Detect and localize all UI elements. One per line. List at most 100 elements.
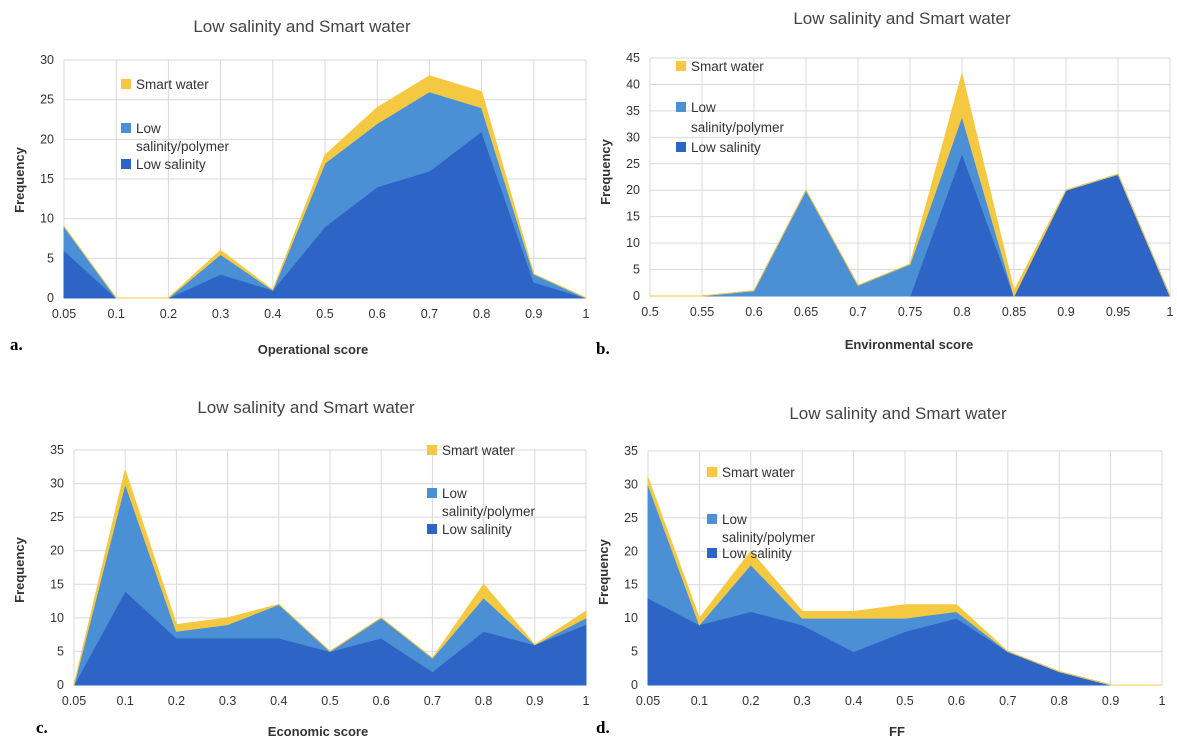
y-tick-label: 30: [624, 477, 638, 491]
legend-swatch-low-salinity: [676, 142, 686, 152]
y-tick-label: 30: [40, 53, 54, 67]
x-tick-label: 0.7: [849, 305, 866, 319]
chart-title: Low salinity and Smart water: [789, 404, 1007, 423]
y-tick-labels: 0 5 10 15 20 25 30: [40, 53, 54, 305]
area-series-smart-water: [647, 477, 1163, 686]
area-series-stack: [649, 73, 1171, 297]
legend-label-low-salinity: Low salinity: [722, 546, 792, 561]
x-tick-labels: 0.5 0.55 0.6 0.65 0.7 0.75 0.8 0.85 0.9 0.95 1: [641, 305, 1173, 319]
legend-swatch-smart-water: [676, 61, 686, 71]
x-tick-label: 0.3: [794, 694, 811, 708]
y-tick-label: 20: [50, 544, 64, 558]
y-tick-label: 0: [57, 678, 64, 692]
x-tick-label: 0.1: [117, 694, 134, 708]
y-tick-label: 15: [50, 577, 64, 591]
x-tick-label: 0.1: [108, 307, 125, 321]
x-tick-label: 0.9: [1057, 305, 1074, 319]
x-tick-label: 0.95: [1106, 305, 1130, 319]
legend-label-low-salinity-polymer-line1: Low: [722, 512, 747, 527]
x-tick-label: 0.6: [369, 307, 386, 321]
x-tick-label: 0.5: [316, 307, 333, 321]
chart-title: Low salinity and Smart water: [197, 398, 415, 417]
x-tick-label: 0.3: [212, 307, 229, 321]
y-axis-label: Frequency: [598, 138, 613, 205]
x-axis-label: Operational score: [258, 342, 369, 357]
legend-swatch-smart-water: [427, 445, 437, 455]
legend-label-low-salinity-polymer-line2: salinity/polymer: [442, 504, 536, 519]
x-tick-label: 0.5: [641, 305, 658, 319]
x-tick-labels: 0.05 0.1 0.2 0.3 0.4 0.5 0.6 0.7 0.8 0.9 1: [52, 307, 590, 321]
y-tick-label: 10: [50, 611, 64, 625]
legend: Smart water Low salinity/polymer Low sal…: [427, 443, 536, 537]
y-tick-label: 30: [626, 130, 640, 144]
x-tick-label: 0.5: [896, 694, 913, 708]
x-tick-label: 0.8: [1051, 694, 1068, 708]
x-tick-label: 0.55: [690, 305, 714, 319]
x-tick-label: 0.6: [745, 305, 762, 319]
legend-swatch-low-salinity: [121, 159, 131, 169]
y-tick-labels: 0 5 10 15 20 25 30 35 40 45: [626, 51, 640, 303]
x-tick-label: 0.85: [1002, 305, 1026, 319]
legend-label-low-salinity: Low salinity: [442, 522, 512, 537]
x-tick-label: 0.8: [473, 307, 490, 321]
x-tick-label: 1: [1159, 694, 1166, 708]
chart-panel-b: Low salinity and Smart water 0 5 10 15 20 25 3…: [596, 9, 1174, 358]
x-tick-label: 0.05: [636, 694, 660, 708]
x-tick-label: 0.05: [52, 307, 76, 321]
y-tick-label: 35: [624, 444, 638, 458]
x-tick-label: 0.2: [742, 694, 759, 708]
x-tick-label: 0.7: [424, 694, 441, 708]
area-series-smart-water: [73, 469, 587, 686]
y-tick-label: 5: [47, 251, 54, 265]
legend-swatch-low-salinity-polymer: [676, 102, 686, 112]
legend-swatch-low-salinity: [427, 524, 437, 534]
area-series-stack: [63, 75, 587, 299]
panel-letter: c.: [36, 718, 48, 737]
y-tick-label: 5: [631, 645, 638, 659]
x-tick-label: 0.4: [845, 694, 862, 708]
legend-swatch-low-salinity-polymer: [427, 488, 437, 498]
x-tick-label: 0.5: [321, 694, 338, 708]
y-tick-label: 35: [50, 443, 64, 457]
legend: Smart water Low salinity/polymer Low sal…: [707, 465, 816, 561]
x-tick-label: 0.6: [373, 694, 390, 708]
legend-swatch-low-salinity: [707, 548, 717, 558]
x-tick-label: 0.9: [526, 694, 543, 708]
legend-label-smart-water: Smart water: [691, 59, 764, 74]
y-axis-label: Frequency: [12, 536, 27, 603]
legend-label-low-salinity-polymer-line2: salinity/polymer: [136, 139, 230, 154]
y-tick-label: 25: [40, 93, 54, 107]
x-tick-labels: 0.05 0.1 0.2 0.3 0.4 0.5 0.6 0.7 0.8 0.9 1: [62, 694, 590, 708]
legend: Smart water Low salinity/polymer Low sal…: [121, 77, 230, 172]
panel-letter: d.: [596, 718, 610, 737]
x-tick-label: 0.6: [948, 694, 965, 708]
y-axis-label: Frequency: [596, 538, 611, 605]
y-tick-label: 35: [626, 104, 640, 118]
x-tick-label: 1: [583, 307, 590, 321]
y-tick-label: 30: [50, 477, 64, 491]
area-series-stack: [647, 477, 1163, 686]
legend-label-low-salinity: Low salinity: [691, 140, 761, 155]
chart-panel-c: Low salinity and Smart water 0 5 10 15 20 25 3…: [12, 398, 590, 739]
x-tick-label: 0.05: [62, 694, 86, 708]
y-tick-label: 45: [626, 51, 640, 65]
legend-label-low-salinity-polymer-line2: salinity/polymer: [691, 120, 785, 135]
y-tick-label: 0: [47, 291, 54, 305]
legend-label-low-salinity-polymer-line1: Low: [442, 486, 467, 501]
y-axis-label: Frequency: [12, 146, 27, 213]
x-tick-label: 0.8: [953, 305, 970, 319]
area-series-stack: [73, 469, 587, 686]
y-tick-label: 15: [626, 210, 640, 224]
x-tick-label: 0.8: [475, 694, 492, 708]
legend-label-low-salinity-polymer-line2: salinity/polymer: [722, 530, 816, 545]
x-tick-label: 0.75: [898, 305, 922, 319]
x-tick-label: 0.4: [264, 307, 281, 321]
legend-label-smart-water: Smart water: [722, 465, 795, 480]
x-tick-label: 1: [583, 694, 590, 708]
y-tick-label: 0: [633, 289, 640, 303]
y-tick-label: 10: [626, 236, 640, 250]
y-tick-label: 20: [626, 183, 640, 197]
chart-title: Low salinity and Smart water: [793, 9, 1011, 28]
y-tick-label: 0: [631, 678, 638, 692]
y-tick-labels: 0 5 10 15 20 25 30 35: [624, 444, 638, 692]
